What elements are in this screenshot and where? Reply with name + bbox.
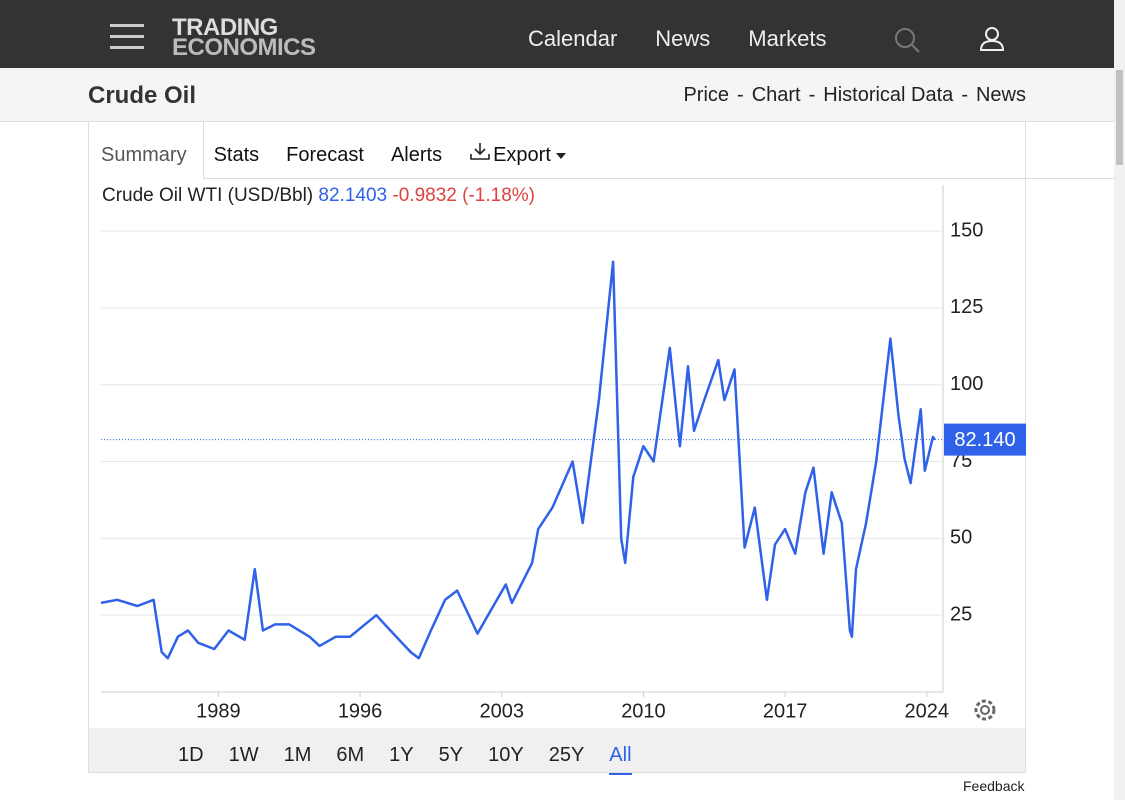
active-tab-bg [88, 122, 204, 179]
page-link[interactable]: Historical Data [823, 84, 954, 106]
x-tick-label: 2024 [905, 700, 950, 722]
top-bar: TRADING ECONOMICS Calendar News Markets [0, 0, 1114, 68]
search-icon[interactable] [893, 26, 921, 54]
range-row: 1D 1W 1M 6M 1Y 5Y 10Y 25Y All [178, 744, 657, 775]
range-button[interactable]: 1W [228, 744, 259, 766]
y-tick-label: 50 [950, 527, 972, 549]
settings-icon[interactable] [974, 699, 996, 721]
x-tick-label: 1989 [196, 700, 241, 722]
link-separator: - [808, 84, 816, 106]
tabs [88, 122, 1114, 179]
legend-price: 82.1403 [318, 185, 388, 206]
tab-label[interactable]: Export [493, 144, 551, 166]
tab-row: Summary Stats Forecast Alerts Export [101, 141, 593, 167]
range-button[interactable]: 10Y [488, 744, 524, 766]
link-separator: - [961, 84, 968, 106]
current-price-badge [944, 423, 1026, 456]
logo-top[interactable]: TRADING [172, 14, 278, 41]
link-separator: - [737, 84, 744, 106]
page-links: Price - Chart - Historical Data - News [683, 84, 1026, 107]
current-price-label: 82.140 [954, 429, 1015, 451]
page-link[interactable]: Price [683, 84, 730, 106]
range-button[interactable]: All [609, 744, 632, 775]
range-button[interactable]: 6M [336, 744, 365, 766]
nav-link[interactable]: Markets [748, 26, 827, 51]
caret [555, 152, 566, 159]
menu-icon[interactable] [110, 24, 146, 50]
feedback[interactable]: Feedback [963, 778, 1025, 794]
y-tick-label: 150 [950, 219, 983, 241]
tab[interactable]: Alerts [390, 144, 443, 166]
legend: Crude Oil WTI (USD/Bbl) 82.1403 -0.9832 … [102, 185, 535, 207]
logo-bottom[interactable]: ECONOMICS [172, 34, 316, 61]
nav-link[interactable]: News [655, 26, 711, 51]
tab[interactable]: Forecast [286, 144, 364, 166]
range-button[interactable]: 1D [178, 744, 204, 766]
x-tick-label: 2010 [621, 700, 666, 722]
x-tick-label: 2003 [480, 700, 525, 722]
export-icon[interactable] [469, 141, 493, 161]
x-tick-label: 2017 [763, 700, 808, 722]
user-icon[interactable] [978, 26, 1006, 54]
nav: Calendar News Markets [528, 26, 865, 52]
x-tick-label: 1996 [338, 700, 383, 722]
legend-change: -0.9832 [392, 185, 457, 206]
legend-change-pct: (-1.18%) [462, 185, 535, 206]
tab[interactable]: Export [469, 141, 566, 166]
range-button[interactable]: 1M [283, 744, 312, 766]
range-bar: 1D 1W 1M 6M 1Y 5Y 10Y 25Y All [89, 728, 1025, 775]
y-tick-label: 100 [950, 373, 983, 395]
sub-header: Crude Oil Price - Chart - Historical Data - Ne… [0, 68, 1114, 122]
page-link[interactable]: News [975, 84, 1026, 106]
page-title: Crude Oil [88, 82, 197, 109]
price-line [100, 260, 936, 660]
range-button[interactable]: 25Y [548, 744, 585, 766]
y-tick-label: 25 [950, 603, 972, 625]
legend-name: Crude Oil WTI (USD/Bbl) [102, 185, 314, 206]
nav-link[interactable]: Calendar [528, 26, 618, 51]
range-button[interactable]: 1Y [389, 744, 414, 766]
tab[interactable]: Stats [213, 144, 260, 166]
range-button[interactable]: 5Y [438, 744, 464, 766]
page-link[interactable]: Chart [751, 84, 801, 106]
tab[interactable]: Summary [101, 144, 187, 166]
scrollbar[interactable] [1114, 0, 1125, 800]
scroll-thumb[interactable] [1116, 70, 1123, 165]
y-tick-label: 125 [950, 296, 983, 318]
